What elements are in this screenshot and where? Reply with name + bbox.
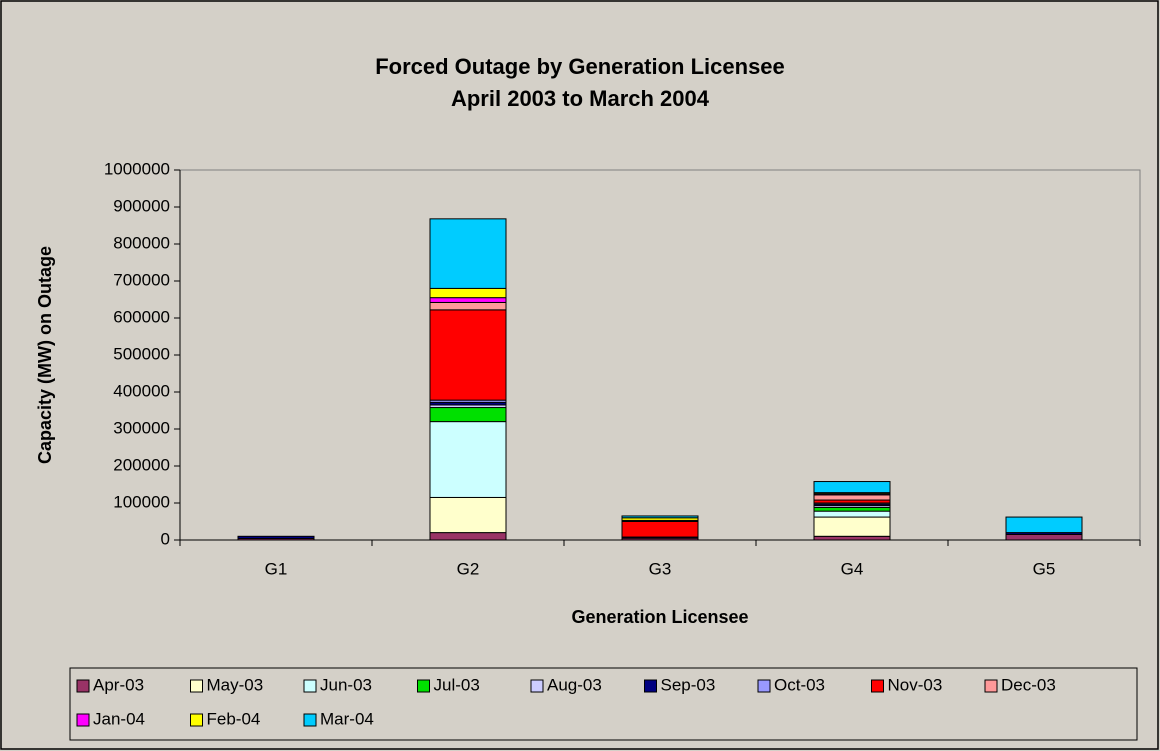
x-tick-label: G4 bbox=[841, 559, 864, 578]
bar-segment bbox=[429, 297, 507, 303]
legend-label: Nov-03 bbox=[888, 675, 943, 694]
chart-title: Forced Outage by Generation Licensee bbox=[375, 54, 785, 79]
bar-segment bbox=[429, 532, 507, 541]
x-tick-label: G2 bbox=[457, 559, 480, 578]
y-tick-label: 900000 bbox=[113, 196, 170, 215]
y-tick-label: 0 bbox=[161, 529, 170, 548]
legend-label: Oct-03 bbox=[774, 675, 825, 694]
legend-swatch bbox=[303, 713, 317, 727]
bar-segment bbox=[429, 407, 507, 423]
chart-subtitle: April 2003 to March 2004 bbox=[451, 86, 710, 111]
y-axis-label: Capacity (MW) on Outage bbox=[35, 246, 55, 464]
bar-segment bbox=[1005, 533, 1083, 541]
x-tick-label: G3 bbox=[649, 559, 672, 578]
bar-segment bbox=[429, 218, 507, 289]
legend-label: May-03 bbox=[207, 675, 264, 694]
bar-segment bbox=[813, 516, 891, 537]
plot-area bbox=[179, 169, 1141, 541]
legend-swatch bbox=[644, 679, 657, 693]
legend-label: Jun-03 bbox=[320, 675, 372, 694]
legend-label: Mar-04 bbox=[320, 709, 374, 728]
legend-label: Jul-03 bbox=[434, 675, 480, 694]
y-tick-label: 600000 bbox=[113, 307, 170, 326]
legend-label: Dec-03 bbox=[1001, 675, 1056, 694]
bar-segment bbox=[429, 421, 507, 498]
legend-label: Aug-03 bbox=[547, 675, 602, 694]
y-tick-label: 700000 bbox=[113, 270, 170, 289]
bar-segment bbox=[429, 496, 507, 534]
y-tick-label: 300000 bbox=[113, 418, 170, 437]
bar-segment bbox=[429, 301, 507, 311]
legend-label: Feb-04 bbox=[207, 709, 261, 728]
legend-swatch bbox=[190, 679, 203, 693]
legend-label: Apr-03 bbox=[93, 675, 144, 694]
bar-segment bbox=[813, 481, 891, 494]
y-tick-label: 1000000 bbox=[104, 159, 170, 178]
bar-segment bbox=[813, 510, 891, 518]
legend-label: Jan-04 bbox=[93, 709, 145, 728]
legend-swatch bbox=[76, 713, 90, 727]
y-tick-label: 200000 bbox=[113, 455, 170, 474]
bar-segment bbox=[429, 287, 507, 299]
y-tick-label: 500000 bbox=[113, 344, 170, 363]
y-tick-label: 400000 bbox=[113, 381, 170, 400]
legend-swatch bbox=[530, 679, 544, 693]
legend-label: Sep-03 bbox=[661, 675, 716, 694]
bar-segment bbox=[621, 521, 699, 538]
legend-swatch bbox=[417, 679, 430, 693]
bar-segment bbox=[429, 309, 507, 401]
y-tick-label: 100000 bbox=[113, 492, 170, 511]
x-tick-label: G1 bbox=[265, 559, 288, 578]
bar-segment bbox=[813, 535, 891, 541]
bar-segment bbox=[813, 506, 891, 512]
bar-segment bbox=[1005, 516, 1083, 534]
x-axis-label: Generation Licensee bbox=[571, 607, 748, 627]
legend-swatch bbox=[984, 679, 998, 693]
bar-segment bbox=[813, 494, 891, 501]
legend-swatch bbox=[871, 679, 884, 693]
legend bbox=[69, 667, 1138, 741]
legend-swatch bbox=[76, 679, 90, 693]
y-tick-label: 800000 bbox=[113, 233, 170, 252]
legend-swatch bbox=[190, 713, 203, 727]
legend-swatch bbox=[303, 679, 317, 693]
bar-segment bbox=[237, 535, 315, 540]
x-tick-label: G5 bbox=[1033, 559, 1056, 578]
bar-segment bbox=[621, 515, 699, 519]
legend-swatch bbox=[757, 679, 771, 693]
